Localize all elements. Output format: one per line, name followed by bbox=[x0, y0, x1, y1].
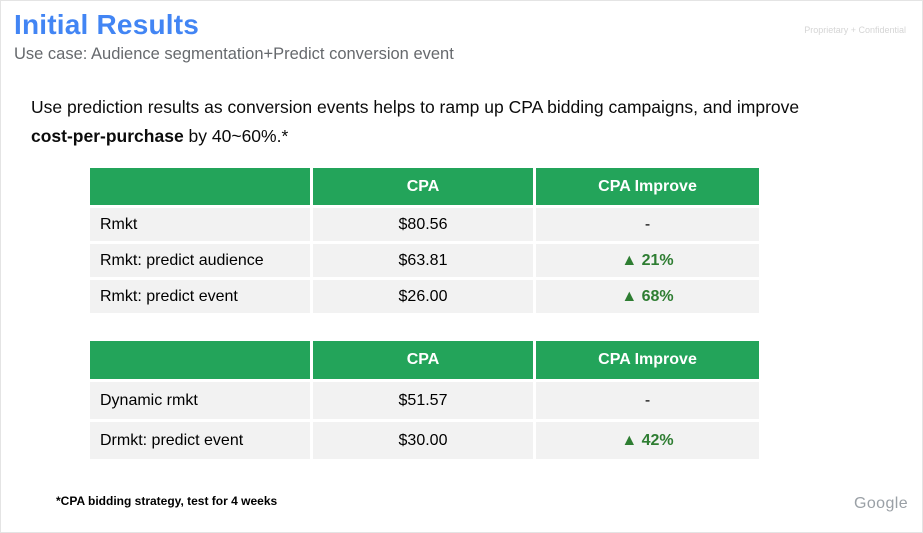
table2-row2-improve: ▲ 42% bbox=[536, 422, 759, 459]
table1-row3-improve: ▲ 68% bbox=[536, 280, 759, 313]
table2-header-cpa: CPA bbox=[313, 341, 533, 379]
table1-row2-improve: ▲ 21% bbox=[536, 244, 759, 277]
table1-row2-label: Rmkt: predict audience bbox=[90, 244, 310, 277]
table1-row2-cpa: $63.81 bbox=[313, 244, 533, 277]
table1-row1-cpa: $80.56 bbox=[313, 208, 533, 241]
table1-header-blank bbox=[90, 168, 310, 205]
results-table-rmkt: CPA CPA Improve Rmkt $80.56 - Rmkt: pred… bbox=[90, 168, 759, 313]
table2-row2-cpa: $30.00 bbox=[313, 422, 533, 459]
google-logo: Google bbox=[854, 495, 908, 512]
table1-header-cpa-improve: CPA Improve bbox=[536, 168, 759, 205]
table2-row1-label: Dynamic rmkt bbox=[90, 382, 310, 419]
table2-row1-improve: - bbox=[536, 382, 759, 419]
table1-row3-cpa: $26.00 bbox=[313, 280, 533, 313]
slide-title: Initial Results bbox=[14, 9, 200, 40]
table2-row1-cpa: $51.57 bbox=[313, 382, 533, 419]
body-rest: by 40~60%.* bbox=[183, 126, 289, 146]
table1-row3-label: Rmkt: predict event bbox=[90, 280, 310, 313]
table2-header-blank bbox=[90, 341, 310, 379]
table2-row2-label: Drmkt: predict event bbox=[90, 422, 310, 459]
slide-subtitle: Use case: Audience segmentation+Predict … bbox=[14, 45, 454, 63]
results-table-dynamic-rmkt: CPA CPA Improve Dynamic rmkt $51.57 - Dr… bbox=[90, 341, 759, 459]
confidential-label: Proprietary + Confidential bbox=[804, 25, 906, 35]
table1-header-cpa: CPA bbox=[313, 168, 533, 205]
table1-row1-improve: - bbox=[536, 208, 759, 241]
table2-header-cpa-improve: CPA Improve bbox=[536, 341, 759, 379]
body-line1: Use prediction results as conversion eve… bbox=[31, 97, 800, 117]
footnote: *CPA bidding strategy, test for 4 weeks bbox=[56, 494, 278, 508]
body-text: Use prediction results as conversion eve… bbox=[31, 93, 891, 151]
table1-row1-label: Rmkt bbox=[90, 208, 310, 241]
body-bold-phrase: cost-per-purchase bbox=[31, 126, 184, 146]
